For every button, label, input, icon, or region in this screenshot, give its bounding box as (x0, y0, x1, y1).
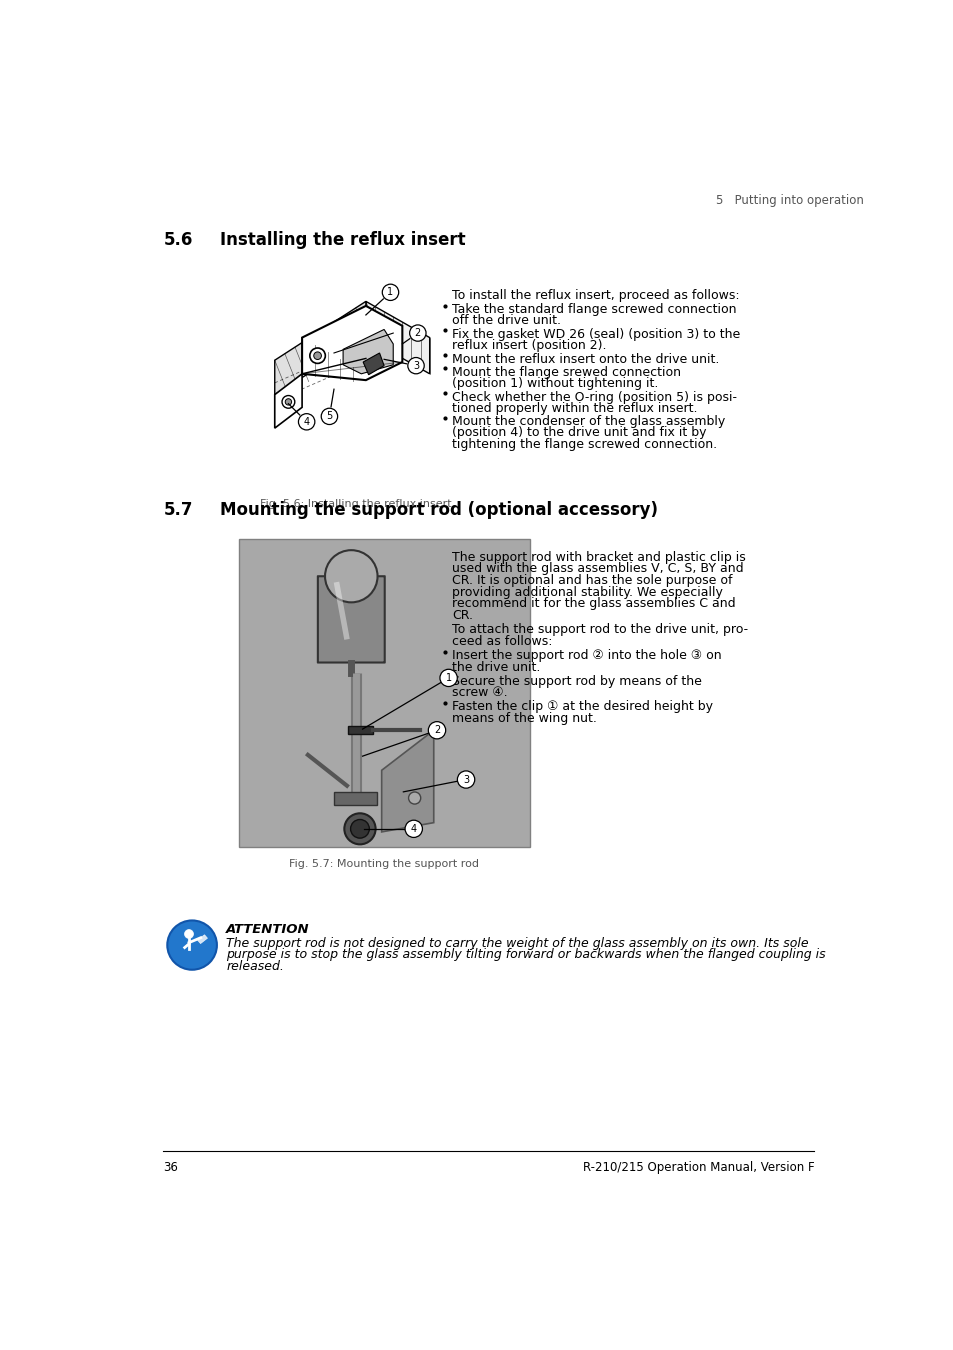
Circle shape (405, 821, 422, 837)
Circle shape (350, 819, 369, 838)
Text: The support rod is not designed to carry the weight of the glass assembly on its: The support rod is not designed to carry… (226, 937, 808, 949)
Text: purpose is to stop the glass assembly tilting forward or backwards when the flan: purpose is to stop the glass assembly ti… (226, 948, 825, 961)
Circle shape (456, 771, 475, 788)
Text: CR. It is optional and has the sole purpose of: CR. It is optional and has the sole purp… (452, 574, 732, 587)
Circle shape (282, 396, 294, 408)
Text: screw ④.: screw ④. (452, 686, 508, 699)
Text: tightening the flange screwed connection.: tightening the flange screwed connection… (452, 437, 717, 451)
Polygon shape (343, 329, 393, 374)
Circle shape (321, 408, 337, 424)
Text: Mount the flange srewed connection: Mount the flange srewed connection (452, 366, 680, 379)
Circle shape (408, 792, 420, 805)
Polygon shape (366, 301, 429, 374)
Text: Installing the reflux insert: Installing the reflux insert (220, 231, 465, 250)
Text: the drive unit.: the drive unit. (452, 662, 540, 674)
Text: Insert the support rod ② into the hole ③ on: Insert the support rod ② into the hole ③… (452, 649, 721, 663)
Circle shape (285, 398, 292, 405)
Text: 2: 2 (415, 328, 420, 338)
FancyBboxPatch shape (239, 539, 530, 848)
Circle shape (314, 352, 321, 359)
Text: 36: 36 (163, 1161, 178, 1174)
Text: ceed as follows:: ceed as follows: (452, 634, 553, 648)
Text: off the drive unit.: off the drive unit. (452, 315, 561, 328)
Text: released.: released. (226, 960, 284, 973)
Text: R-210/215 Operation Manual, Version F: R-210/215 Operation Manual, Version F (582, 1161, 814, 1174)
Text: The support rod with bracket and plastic clip is: The support rod with bracket and plastic… (452, 551, 745, 564)
Polygon shape (197, 934, 207, 944)
Circle shape (439, 670, 456, 687)
FancyBboxPatch shape (348, 726, 373, 734)
Circle shape (409, 325, 426, 342)
Circle shape (407, 358, 424, 374)
Text: reflux insert (position 2).: reflux insert (position 2). (452, 339, 606, 352)
Text: means of the wing nut.: means of the wing nut. (452, 711, 597, 725)
Text: 5   Putting into operation: 5 Putting into operation (716, 194, 863, 208)
Polygon shape (274, 374, 302, 428)
Text: Take the standard flange screwed connection: Take the standard flange screwed connect… (452, 304, 737, 316)
Text: Mount the reflux insert onto the drive unit.: Mount the reflux insert onto the drive u… (452, 352, 720, 366)
Text: CR.: CR. (452, 609, 473, 621)
Text: To attach the support rod to the drive unit, pro-: To attach the support rod to the drive u… (452, 624, 748, 636)
Text: Mount the condenser of the glass assembly: Mount the condenser of the glass assembl… (452, 416, 725, 428)
Text: 3: 3 (462, 775, 469, 784)
FancyBboxPatch shape (334, 792, 377, 805)
Text: tioned properly within the reflux insert.: tioned properly within the reflux insert… (452, 402, 698, 414)
Text: 5: 5 (326, 412, 333, 421)
Circle shape (310, 348, 325, 363)
Polygon shape (381, 730, 434, 832)
Text: 5.6: 5.6 (163, 231, 193, 250)
Text: 1: 1 (387, 288, 394, 297)
Circle shape (344, 813, 375, 844)
Text: Fix the gasket WD 26 (seal) (position 3) to the: Fix the gasket WD 26 (seal) (position 3)… (452, 328, 740, 342)
Text: ATTENTION: ATTENTION (226, 923, 310, 936)
Circle shape (167, 921, 216, 969)
Circle shape (184, 930, 193, 938)
Text: Mounting the support rod (optional accessory): Mounting the support rod (optional acces… (220, 501, 658, 518)
Text: providing additional stability. We especially: providing additional stability. We espec… (452, 586, 722, 598)
Text: Fig. 5.7: Mounting the support rod: Fig. 5.7: Mounting the support rod (289, 859, 478, 869)
Text: used with the glass assemblies V, C, S, BY and: used with the glass assemblies V, C, S, … (452, 563, 743, 575)
Polygon shape (302, 306, 402, 381)
Text: (position 1) without tightening it.: (position 1) without tightening it. (452, 377, 659, 390)
Text: 3: 3 (413, 360, 418, 371)
Circle shape (298, 413, 314, 429)
Text: 1: 1 (445, 672, 451, 683)
Text: 5.7: 5.7 (163, 501, 193, 518)
Text: 4: 4 (410, 824, 416, 834)
Text: Check whether the O-ring (position 5) is posi-: Check whether the O-ring (position 5) is… (452, 390, 737, 404)
Circle shape (382, 284, 398, 301)
Text: recommend it for the glass assemblies C and: recommend it for the glass assemblies C … (452, 597, 736, 610)
FancyBboxPatch shape (317, 576, 384, 663)
Text: 4: 4 (303, 417, 310, 427)
Polygon shape (274, 301, 366, 394)
Text: Fasten the clip ① at the desired height by: Fasten the clip ① at the desired height … (452, 701, 713, 713)
Text: Fig. 5.6: Installing the reflux insert: Fig. 5.6: Installing the reflux insert (259, 500, 451, 509)
Text: To install the reflux insert, proceed as follows:: To install the reflux insert, proceed as… (452, 289, 740, 302)
Text: (position 4) to the drive unit and fix it by: (position 4) to the drive unit and fix i… (452, 427, 706, 440)
Text: Secure the support rod by means of the: Secure the support rod by means of the (452, 675, 701, 687)
Circle shape (325, 551, 377, 602)
Circle shape (428, 722, 445, 738)
Text: 2: 2 (434, 725, 439, 736)
Polygon shape (363, 352, 384, 375)
